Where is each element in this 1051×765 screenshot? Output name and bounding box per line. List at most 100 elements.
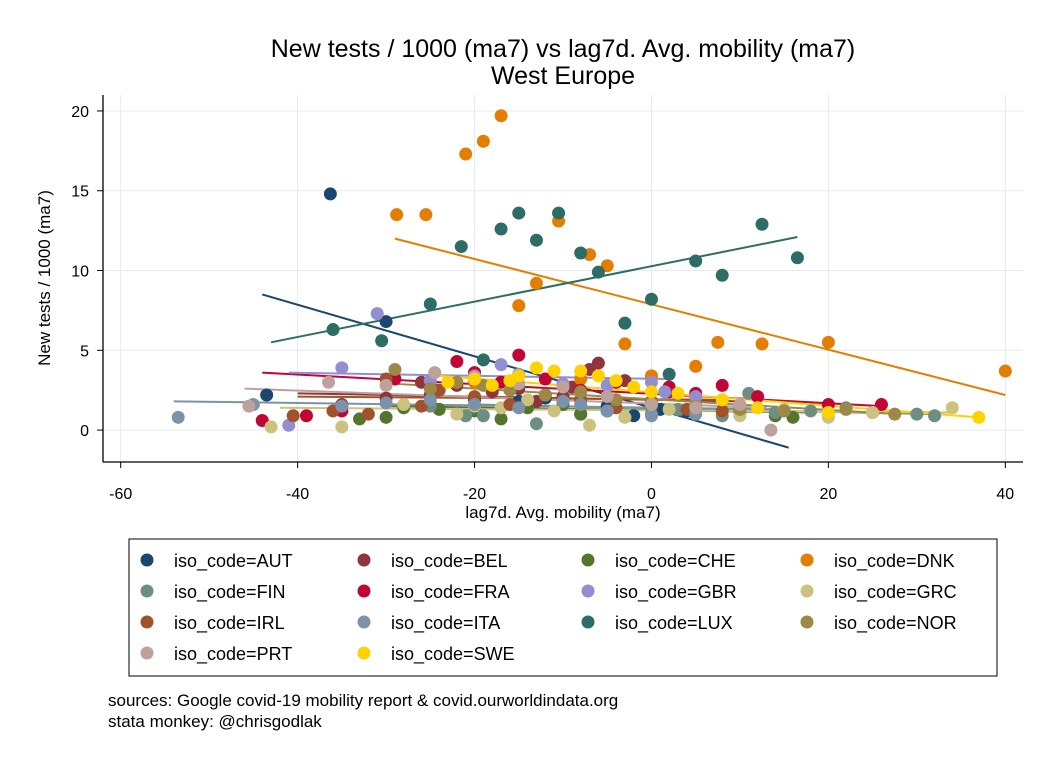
- point-grc: [618, 410, 632, 424]
- x-axis-label: lag7d. Avg. mobility (ma7): [465, 503, 660, 522]
- point-che: [574, 407, 588, 421]
- x-tick-label: 20: [819, 486, 837, 503]
- point-dnk: [512, 299, 526, 313]
- point-fin: [928, 409, 942, 423]
- point-lux: [423, 297, 437, 311]
- point-dnk: [711, 335, 725, 349]
- point-lux: [618, 316, 632, 330]
- legend-marker-dnk: [800, 553, 814, 567]
- legend-label-che: iso_code=CHE: [615, 551, 736, 572]
- point-gbr: [689, 390, 703, 404]
- legend-label-fin: iso_code=FIN: [174, 582, 286, 603]
- x-tick-label: 40: [996, 486, 1014, 503]
- y-tick-label: 10: [71, 264, 89, 281]
- legend-label-prt: iso_code=PRT: [174, 644, 292, 665]
- legend-marker-irl: [140, 615, 154, 629]
- author-note: stata monkey: @chrisgodlak: [108, 712, 322, 731]
- point-gbr: [658, 385, 672, 399]
- point-ita: [171, 410, 185, 424]
- point-prt: [322, 375, 336, 389]
- chart-subtitle: West Europe: [491, 62, 635, 90]
- point-lux: [689, 254, 703, 268]
- legend-marker-bel: [357, 553, 371, 567]
- source-note: sources: Google covid-19 mobility report…: [108, 691, 619, 710]
- point-lux: [326, 323, 340, 337]
- point-prt: [242, 399, 256, 413]
- x-tick-label: -60: [109, 486, 132, 503]
- point-dnk: [529, 276, 543, 290]
- point-ita: [335, 399, 349, 413]
- legend-marker-che: [581, 553, 595, 567]
- legend-label-bel: iso_code=BEL: [391, 551, 508, 572]
- legend-label-gbr: iso_code=GBR: [615, 582, 737, 603]
- point-fin: [529, 417, 543, 431]
- point-lux: [574, 246, 588, 260]
- legend-marker-gbr: [581, 584, 595, 598]
- point-lux: [529, 233, 543, 247]
- point-gbr: [335, 361, 349, 375]
- point-lux: [494, 222, 508, 236]
- point-dnk: [755, 337, 769, 351]
- point-grc: [264, 420, 278, 434]
- point-lux: [790, 251, 804, 265]
- point-swe: [529, 361, 543, 375]
- point-swe: [441, 375, 455, 389]
- y-tick-label: 5: [80, 343, 89, 360]
- point-swe: [627, 380, 641, 394]
- point-swe: [671, 386, 685, 400]
- chart-title: New tests / 1000 (ma7) vs lag7d. Avg. mo…: [271, 35, 856, 63]
- point-swe: [972, 410, 986, 424]
- fit-line-aut: [261, 293, 789, 449]
- point-nor: [839, 402, 853, 416]
- point-aut: [260, 388, 274, 402]
- tick-labels: -60 -40 -20 0 20 40 0 5 10 15 20: [71, 104, 1014, 503]
- point-fra: [751, 390, 765, 404]
- point-lux: [591, 265, 605, 279]
- point-fin: [476, 409, 490, 423]
- point-fra: [299, 409, 313, 423]
- legend-label-swe: iso_code=SWE: [391, 644, 515, 665]
- y-tick-label: 20: [71, 104, 89, 121]
- point-fra: [874, 398, 888, 412]
- point-lux: [644, 292, 658, 306]
- point-prt: [379, 378, 393, 392]
- point-prt: [428, 366, 442, 380]
- point-grc: [547, 404, 561, 418]
- point-grc: [866, 406, 880, 420]
- fit-line-dnk: [394, 237, 1006, 396]
- point-irl: [715, 404, 729, 418]
- point-ita: [379, 396, 393, 410]
- point-prt: [764, 423, 778, 437]
- legend-marker-fin: [140, 584, 154, 598]
- legend-marker-aut: [140, 553, 154, 567]
- data-points: [171, 109, 1012, 437]
- point-prt: [644, 398, 658, 412]
- y-tick-label: 15: [71, 184, 89, 201]
- point-dnk: [476, 134, 490, 148]
- legend-label-dnk: iso_code=DNK: [834, 551, 955, 572]
- point-grc: [335, 420, 349, 434]
- point-swe: [591, 369, 605, 383]
- point-lux: [512, 206, 526, 220]
- point-swe: [574, 364, 588, 378]
- point-lux: [715, 268, 729, 282]
- legend-label-irl: iso_code=IRL: [174, 613, 285, 634]
- point-nor: [777, 404, 791, 418]
- point-grc: [450, 407, 464, 421]
- point-fra: [450, 354, 464, 368]
- point-fra: [538, 372, 552, 386]
- point-swe: [715, 393, 729, 407]
- legend-label-grc: iso_code=GRC: [834, 582, 957, 603]
- point-nor: [423, 382, 437, 396]
- point-swe: [751, 401, 765, 415]
- legend-label-ita: iso_code=ITA: [391, 613, 500, 634]
- point-swe: [644, 385, 658, 399]
- gridlines: [103, 95, 1023, 462]
- point-dnk: [494, 109, 508, 123]
- point-ita: [512, 401, 526, 415]
- x-tick-label: 0: [647, 486, 656, 503]
- legend: iso_code=AUT iso_code=BEL iso_code=CHE iso_…: [128, 538, 998, 677]
- point-che: [379, 410, 393, 424]
- point-irl: [286, 409, 300, 423]
